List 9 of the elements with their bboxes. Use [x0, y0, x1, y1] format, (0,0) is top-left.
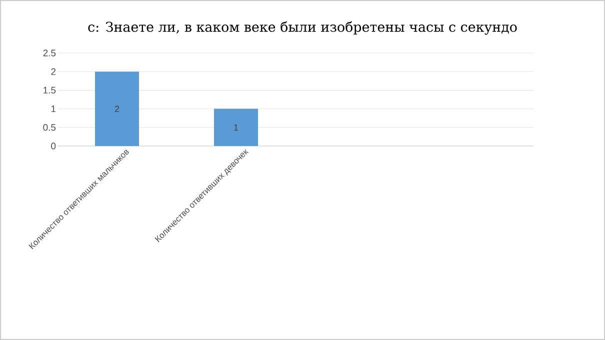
chart-title: с: Знаете ли, в каком веке были изобретены часы с секундо [88, 21, 517, 35]
y-tick-label: 2.5 [43, 50, 56, 56]
y-tick-label: 1.5 [44, 86, 56, 94]
y-tick-label: 0 [51, 142, 56, 150]
data-label: 1 [234, 124, 238, 130]
y-tick-label: 2 [51, 68, 56, 75]
data-label: 2 [114, 106, 120, 112]
y-tick-label: 0.5 [43, 124, 56, 131]
y-tick-label: 1 [51, 106, 56, 112]
